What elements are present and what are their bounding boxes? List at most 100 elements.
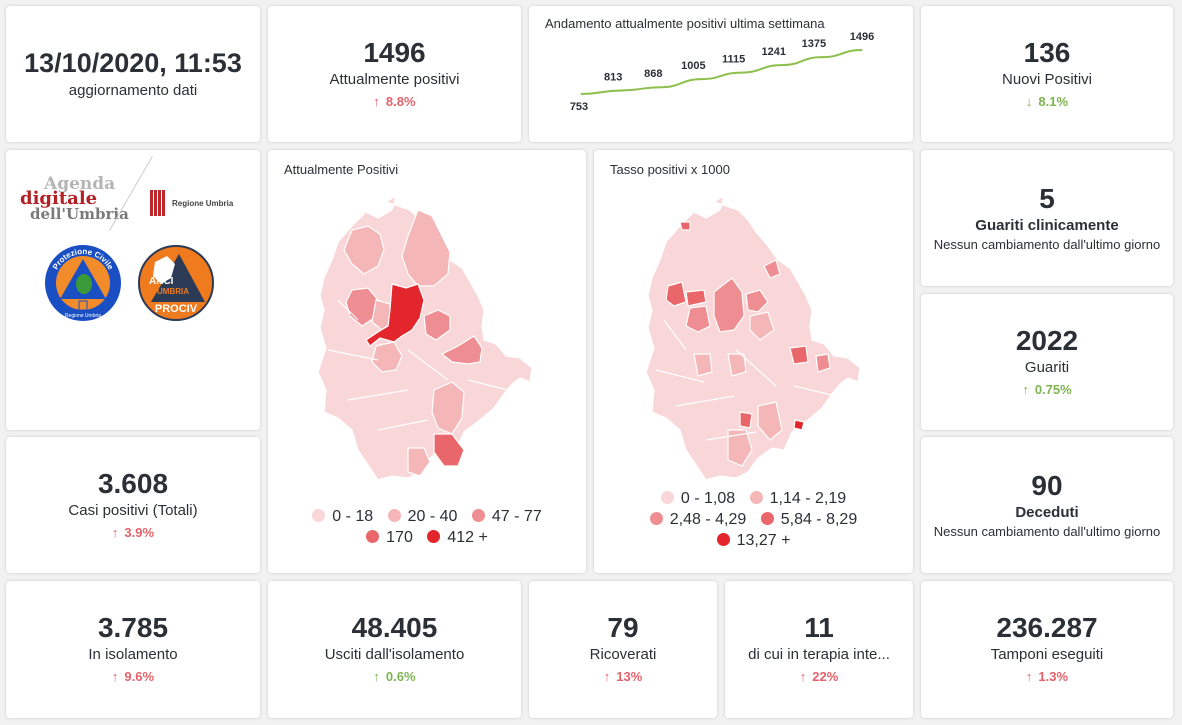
map-region (793, 419, 805, 431)
kpi-casi-totali: 3.608 Casi positivi (Totali) ↑ 3.9% (6, 437, 260, 573)
legend-item[interactable]: 13,27 + (716, 530, 790, 551)
kpi-delta-value: 13% (616, 669, 643, 684)
map-region (431, 381, 465, 435)
regione-umbria-logo: Regione Umbria (150, 190, 233, 216)
data-point[interactable] (660, 86, 662, 88)
kpi-value: 11 (804, 612, 834, 643)
data-label: 1005 (681, 60, 705, 72)
data-label: 868 (644, 68, 662, 80)
map-title: Attualmente Positivi (284, 162, 399, 177)
kpi-delta-value: 8.1% (1038, 93, 1069, 109)
legend-item[interactable]: 0 - 18 (312, 506, 373, 527)
kpi-value: 79 (607, 612, 639, 643)
kpi-delta: ↑ 0.75% (1022, 380, 1071, 400)
kpi-value: 236.287 (996, 612, 1098, 643)
legend-item[interactable]: 170 (366, 527, 413, 548)
kpi-value: 3.608 (97, 467, 169, 499)
map-legend: 0 - 18 20 - 40 47 - 77 170 412 + (268, 506, 586, 548)
trend-chart-card: Andamento attualmente positivi ultima se… (529, 6, 913, 142)
update-card: 13/10/2020, 11:53 aggiornamento dati (6, 6, 260, 142)
arrow-up-icon: ↑ (1025, 669, 1033, 684)
svg-text:ANCI: ANCI (149, 276, 174, 287)
kpi-label: Nuovi Positivi (1001, 70, 1093, 88)
data-point[interactable] (821, 56, 823, 58)
kpi-label: Ricoverati (589, 646, 657, 663)
map-region (745, 289, 769, 313)
map-region (815, 353, 831, 373)
legend-swatch (649, 512, 663, 525)
kpi-deceduti: 90 Deceduti Nessun cambiamento dall'ulti… (921, 437, 1173, 573)
kpi-label: di cui in terapia inte... (748, 646, 890, 663)
data-label: 753 (570, 101, 588, 113)
legend-item[interactable]: 2,48 - 4,29 (649, 509, 746, 530)
map-region (440, 335, 483, 365)
kpi-note: Nessun cambiamento dall'ultimo giorno (933, 524, 1161, 539)
kpi-delta-value: 9.6% (124, 669, 155, 684)
legend-item[interactable]: 1,14 - 2,19 (749, 488, 846, 509)
arrow-down-icon: ↓ (1025, 93, 1033, 109)
map-region (407, 447, 431, 477)
map-region (727, 353, 747, 377)
map-region (685, 289, 707, 307)
map-region (757, 401, 783, 441)
kpi-in-isolamento: 3.785 In isolamento ↑ 9.6% (6, 581, 260, 718)
data-point[interactable] (620, 89, 622, 91)
map-region (679, 221, 691, 231)
data-point[interactable] (741, 72, 743, 74)
kpi-label: Guariti clinicamente (975, 217, 1119, 234)
data-point[interactable] (580, 93, 582, 95)
svg-text:PROCIV: PROCIV (155, 303, 198, 315)
map-region (693, 353, 713, 377)
kpi-tamponi: 236.287 Tamponi eseguiti ↑ 1.3% (921, 581, 1173, 718)
kpi-delta-value: 1.3% (1038, 669, 1069, 684)
kpi-value: 2022 (1015, 324, 1079, 356)
kpi-value: 1496 (363, 36, 426, 68)
legend-item[interactable]: 412 + (427, 527, 488, 548)
kpi-delta: ↑ 3.9% (112, 523, 154, 543)
arrow-up-icon: ↑ (799, 669, 807, 684)
map-card-tasso-positivi: Tasso positivi x 1000 0 - 1,08 1,14 - 2,… (594, 150, 913, 573)
anci-umbria-prociv-logo: ANCI UMBRIA PROCIV (138, 245, 214, 321)
agenda-digitale-logo: Agenda digitale dell'Umbria (20, 174, 129, 223)
kpi-delta-value: 3.9% (124, 524, 155, 540)
kpi-label: Casi positivi (Totali) (68, 501, 198, 519)
legend-swatch (716, 533, 730, 546)
kpi-label: Tamponi eseguiti (990, 646, 1104, 663)
kpi-ricoverati: 79 Ricoverati ↑ 13% (529, 581, 717, 718)
kpi-delta: ↑ 22% (800, 667, 839, 687)
kpi-note: Nessun cambiamento dall'ultimo giorno (933, 237, 1161, 252)
svg-text:Regione Umbria: Regione Umbria (65, 313, 101, 319)
kpi-value: 48.405 (351, 612, 438, 643)
umbria-choropleth-map[interactable] (268, 150, 586, 573)
map-region (727, 429, 753, 467)
trend-line (580, 49, 863, 95)
kpi-value: 136 (1023, 36, 1071, 68)
umbria-rate-choropleth-map[interactable] (594, 150, 913, 573)
legend-swatch (312, 509, 326, 522)
map-region (739, 411, 753, 429)
kpi-guariti: 2022 Guariti ↑ 0.75% (921, 294, 1173, 430)
map-region (685, 305, 711, 333)
data-point[interactable] (781, 64, 783, 66)
legend-item[interactable]: 5,84 - 8,29 (760, 509, 857, 530)
data-point[interactable] (861, 49, 863, 51)
legend-item[interactable]: 20 - 40 (387, 506, 457, 527)
kpi-delta-value: 0.75% (1034, 381, 1072, 397)
map-region (343, 225, 385, 275)
kpi-guariti-clinicamente: 5 Guariti clinicamente Nessun cambiament… (921, 150, 1173, 286)
legend-item[interactable]: 0 - 1,08 (660, 488, 735, 509)
kpi-usciti-isolamento: 48.405 Usciti dall'isolamento ↑ 0.6% (268, 581, 521, 718)
kpi-delta-value: 8.8% (385, 93, 416, 109)
kpi-label: Attualmente positivi (329, 70, 460, 88)
kpi-value: 3.785 (97, 612, 169, 643)
data-point[interactable] (700, 78, 702, 80)
kpi-label: Guariti (1024, 358, 1070, 376)
data-label: 813 (604, 71, 622, 83)
kpi-delta: ↑ 9.6% (112, 667, 154, 687)
kpi-label: Deceduti (1015, 504, 1079, 521)
trend-chart-title: Andamento attualmente positivi ultima se… (545, 16, 825, 31)
kpi-delta: ↑ 13% (604, 667, 643, 687)
kpi-label: Usciti dall'isolamento (324, 646, 465, 663)
svg-text:UMBRIA: UMBRIA (157, 287, 189, 296)
legend-item[interactable]: 47 - 77 (471, 506, 542, 527)
